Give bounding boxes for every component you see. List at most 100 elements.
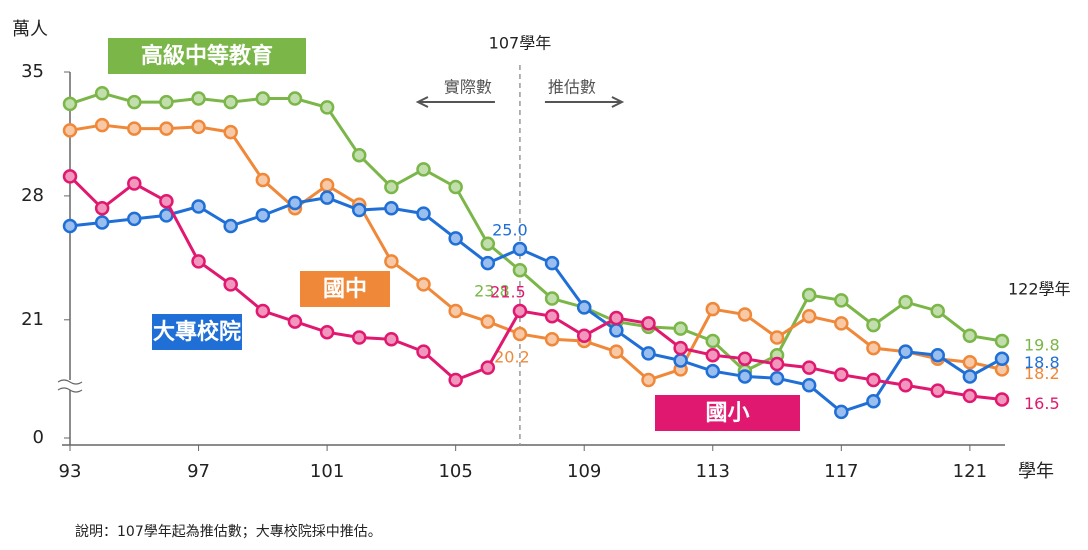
data-point [416, 206, 431, 221]
data-point [480, 314, 496, 329]
series-line [69, 196, 1003, 414]
data-point [512, 303, 528, 319]
data-point [834, 367, 849, 382]
data-point [512, 241, 528, 257]
data-point [384, 201, 399, 216]
data-point [705, 347, 721, 363]
data-point [769, 370, 785, 386]
data-point [416, 344, 431, 359]
data-point [255, 303, 271, 319]
data-point [127, 121, 142, 136]
series-label-box: 國中 [300, 271, 390, 307]
data-point [191, 91, 206, 106]
data-point [994, 351, 1010, 366]
divider-label: 107學年 [489, 34, 552, 53]
data-point [416, 277, 431, 292]
data-point [223, 218, 238, 234]
data-point [319, 100, 335, 115]
data-point [641, 372, 656, 388]
data-point [319, 178, 335, 193]
data-point [191, 199, 206, 214]
data-point [866, 372, 881, 388]
data-point [448, 231, 463, 246]
data-point [609, 344, 624, 359]
data-point [737, 369, 753, 384]
data-point [384, 254, 399, 269]
data-point [930, 383, 945, 398]
data-point [994, 392, 1010, 407]
data-point [287, 314, 303, 329]
data-point [159, 94, 174, 110]
data-point [705, 301, 721, 317]
data-point [801, 309, 817, 324]
series-label: 國小 [705, 401, 749, 426]
series-label: 大專校院 [153, 319, 241, 345]
data-point [866, 340, 881, 356]
series-label: 高級中等教育 [141, 43, 273, 69]
data-point [769, 330, 785, 345]
note: 說明：107學年起為推估數；大專校院採中推估。 [75, 523, 382, 540]
x-tick-label: 121 [953, 461, 987, 482]
data-point [962, 328, 978, 343]
data-point [609, 323, 624, 338]
data-point [512, 326, 528, 342]
series-label-box: 國小 [655, 395, 800, 431]
arrow-right [544, 96, 625, 108]
x-tick-label: 101 [310, 461, 344, 482]
data-point [351, 202, 367, 218]
series-label-box: 高級中等教育 [108, 38, 306, 74]
series-label-bg [152, 314, 242, 350]
data-label: 20.2 [494, 347, 530, 366]
data-point [801, 378, 817, 393]
arrow-left [415, 96, 495, 108]
x-tick-label: 93 [59, 461, 82, 482]
data-point [62, 218, 78, 234]
y-tick-label: 28 [21, 185, 44, 206]
data-point [448, 372, 463, 388]
data-point [641, 346, 656, 361]
data-point [834, 293, 849, 308]
series-label-bg [108, 38, 306, 74]
x-tick-label: 117 [824, 461, 858, 482]
data-point [930, 347, 945, 363]
data-point [127, 176, 142, 191]
data-point [544, 332, 560, 347]
data-point [480, 236, 496, 251]
data-point [544, 309, 560, 324]
data-point [223, 124, 238, 140]
data-point [159, 193, 174, 209]
data-point [223, 277, 238, 292]
data-label: 25.0 [492, 221, 528, 240]
data-point [480, 360, 496, 375]
data-point [448, 303, 463, 319]
data-point [94, 85, 110, 101]
data-point [384, 332, 399, 347]
x-axis-label: 學年 [1018, 461, 1054, 482]
data-point [94, 201, 110, 216]
data-point [576, 328, 592, 343]
data-point [480, 255, 496, 271]
data-point [801, 287, 817, 303]
data-point [287, 195, 303, 211]
data-point [673, 321, 688, 336]
data-point [255, 91, 271, 106]
divider-left: 實際數 [444, 78, 492, 97]
data-point [191, 254, 206, 269]
data-point [319, 324, 335, 340]
data-point [898, 294, 913, 310]
y-tick-label: 0 [33, 427, 44, 448]
data-point [319, 190, 335, 205]
data-point [576, 300, 592, 315]
data-point [94, 117, 110, 133]
data-point [127, 211, 142, 227]
data-point [834, 316, 849, 331]
divider-right: 推估數 [548, 78, 596, 97]
data-point [898, 344, 913, 359]
data-point [641, 316, 656, 331]
data-point [705, 333, 721, 349]
data-point [834, 404, 849, 420]
end-label: 122學年 [1008, 280, 1071, 299]
data-point [544, 291, 560, 306]
data-label: 18.8 [1024, 353, 1060, 372]
